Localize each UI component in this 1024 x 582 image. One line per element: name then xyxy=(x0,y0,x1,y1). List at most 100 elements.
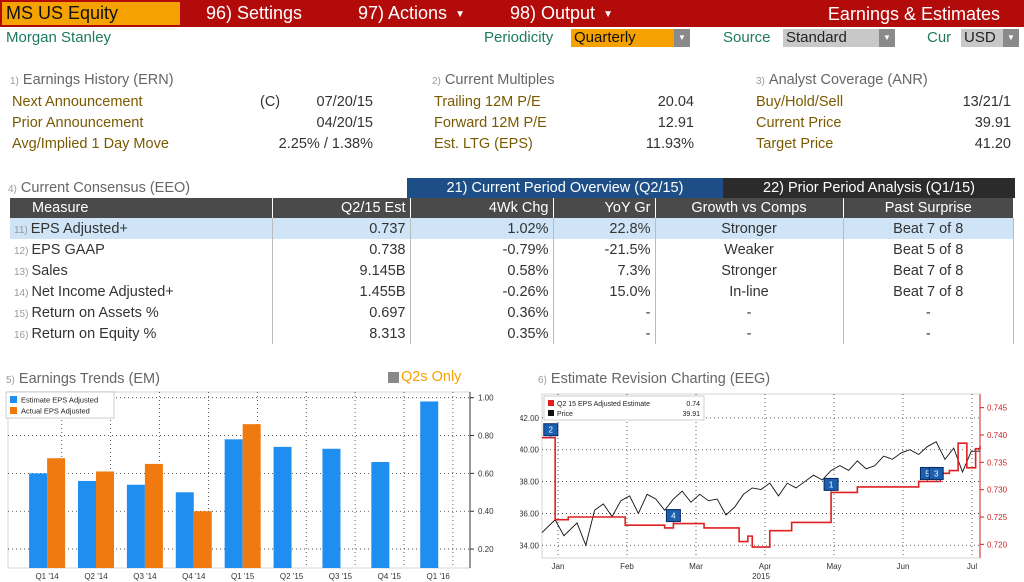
yoy-cell: 22.8% xyxy=(553,218,656,239)
table-row[interactable]: 12) EPS GAAP 0.738 -0.79% -21.5% Weaker Beat 5… xyxy=(10,239,1014,260)
right-tick-label: 0.730 xyxy=(987,486,1008,495)
bar xyxy=(273,446,292,568)
settings-menu[interactable]: 96) Settings xyxy=(206,0,302,27)
estimate-line xyxy=(542,436,981,548)
col-header[interactable]: Past Surprise xyxy=(843,198,1014,218)
col-header[interactable]: Q2/15 Est xyxy=(272,198,411,218)
section-title: Estimate Revision Charting (EEG) xyxy=(550,371,771,387)
analyst-coverage-header[interactable]: 3) Analyst Coverage (ANR) xyxy=(756,72,928,88)
source-label: Source xyxy=(723,29,771,46)
measure-cell: 11) EPS Adjusted+ xyxy=(10,218,273,239)
chevron-down-icon[interactable]: ▼ xyxy=(674,29,690,47)
marker-label: 2 xyxy=(549,426,554,435)
chevron-down-icon[interactable]: ▼ xyxy=(879,29,895,47)
consensus-header[interactable]: 4) Current Consensus (EEO) xyxy=(8,180,190,196)
right-tick-label: 0.745 xyxy=(987,404,1008,413)
eh-label: Next Announcement xyxy=(12,94,143,110)
chevron-down-icon[interactable]: ▼ xyxy=(1003,29,1019,47)
eh-value: 07/20/15 xyxy=(316,94,373,110)
output-menu[interactable]: 98) Output ▼ xyxy=(510,0,613,27)
section-number: 4) xyxy=(8,184,17,195)
actions-menu[interactable]: 97) Actions ▼ xyxy=(358,0,465,27)
q2s-only-toggle[interactable]: Q2s Only xyxy=(401,369,462,385)
tab-prior-period[interactable]: 22) Prior Period Analysis (Q1/15) xyxy=(723,178,1015,198)
legend-swatch xyxy=(548,410,554,416)
ac-value: 13/21/1 xyxy=(962,94,1011,110)
section-title: Earnings Trends (EM) xyxy=(18,371,160,387)
col-header[interactable]: Measure xyxy=(10,198,273,218)
legend-swatch xyxy=(548,400,554,406)
surprise-cell: Beat 7 of 8 xyxy=(843,281,1014,302)
row-number: 11) xyxy=(14,224,28,236)
chevron-down-icon: ▼ xyxy=(603,8,613,20)
table-row[interactable]: 11) EPS Adjusted+ 0.737 1.02% 22.8% Stronger B… xyxy=(10,218,1014,239)
x-tick-label: Q4 '14 xyxy=(182,572,206,581)
earnings-trends-header[interactable]: 5) Earnings Trends (EM) xyxy=(6,371,160,387)
tab-current-period[interactable]: 21) Current Period Overview (Q2/15) xyxy=(407,178,723,198)
yoy-cell: -21.5% xyxy=(553,239,656,260)
ac-label: Current Price xyxy=(756,115,842,131)
price-line xyxy=(541,441,981,547)
change-cell: 1.02% xyxy=(410,218,554,239)
growth-cell: Stronger xyxy=(655,218,844,239)
estimate-revision-header[interactable]: 6) Estimate Revision Charting (EEG) xyxy=(538,371,770,387)
ticker-field[interactable]: MS US Equity xyxy=(2,2,180,25)
growth-cell: - xyxy=(655,302,844,323)
estimate-revision-chart: 34.00 36.00 38.00 40.00 42.00 0.720 0.725 0.730… xyxy=(520,393,1008,581)
bar xyxy=(126,484,145,568)
legend-label: Q2 15 EPS Adjusted Estimate xyxy=(557,401,650,408)
marker-label: 3 xyxy=(934,469,939,478)
yoy-cell: - xyxy=(553,323,656,344)
row-number: 14) xyxy=(14,287,29,299)
table-row[interactable]: 15) Return on Assets % 0.697 0.36% - - - xyxy=(10,302,1014,323)
measure-cell: 12) EPS GAAP xyxy=(10,239,273,260)
surprise-cell: Beat 7 of 8 xyxy=(843,218,1014,239)
y-tick-label: 1.00 xyxy=(478,394,494,403)
currency-select[interactable]: USD xyxy=(961,29,1003,47)
bar xyxy=(242,424,261,568)
table-row[interactable]: 13) Sales 9.145B 0.58% 7.3% Stronger Beat 7 of… xyxy=(10,260,1014,281)
legend-value: 39.91 xyxy=(682,411,700,418)
table-row[interactable]: 16) Return on Equity % 8.313 0.35% - - - xyxy=(10,323,1014,344)
section-title: Current Consensus (EEO) xyxy=(20,180,191,196)
bar xyxy=(78,480,96,568)
bar xyxy=(29,473,48,568)
growth-cell: Stronger xyxy=(655,260,844,281)
x-tick-label: May xyxy=(826,562,841,571)
col-header[interactable]: 4Wk Chg xyxy=(410,198,554,218)
bar xyxy=(371,462,390,568)
growth-cell: Weaker xyxy=(655,239,844,260)
x-tick-label: Apr xyxy=(759,562,772,571)
periodicity-select[interactable]: Quarterly xyxy=(571,29,674,47)
earnings-trends-chart: 0.20 0.40 0.60 0.80 1.00 Q1 '14 Q2 '14 Q3 '14 Q4… xyxy=(5,391,494,581)
legend-label: Estimate EPS Adjusted xyxy=(21,396,98,405)
bar xyxy=(47,458,66,568)
left-tick-label: 36.00 xyxy=(520,509,540,518)
col-header[interactable]: YoY Gr xyxy=(553,198,656,218)
measure-name: Sales xyxy=(31,262,68,279)
x-tick-label: Feb xyxy=(620,562,634,571)
current-multiples-header[interactable]: 2) Current Multiples xyxy=(432,72,555,88)
legend-value: 0.74 xyxy=(686,401,700,408)
cm-label: Forward 12M P/E xyxy=(434,115,547,131)
measure-name: Return on Equity % xyxy=(31,325,157,342)
col-header[interactable]: Growth vs Comps xyxy=(655,198,844,218)
checkbox-icon[interactable] xyxy=(388,372,399,383)
bar xyxy=(322,448,341,568)
estimate-cell: 0.697 xyxy=(272,302,411,323)
cm-value: 11.93% xyxy=(645,136,694,152)
x-tick-label: Q2 '15 xyxy=(280,572,304,581)
left-tick-label: 38.00 xyxy=(520,478,540,487)
earnings-history-header[interactable]: 1) Earnings History (ERN) xyxy=(10,72,174,88)
yoy-cell: 7.3% xyxy=(553,260,656,281)
change-cell: 0.58% xyxy=(410,260,554,281)
right-tick-label: 0.725 xyxy=(987,513,1008,522)
row-number: 16) xyxy=(14,329,29,341)
table-row[interactable]: 14) Net Income Adjusted+ 1.455B -0.26% 15.0%… xyxy=(10,281,1014,302)
legend-label: Price xyxy=(557,411,573,418)
x-tick-label: Jan xyxy=(552,562,565,571)
source-select[interactable]: Standard xyxy=(783,29,879,47)
section-title: Analyst Coverage (ANR) xyxy=(768,72,928,88)
revision-marker xyxy=(543,423,559,437)
estimate-cell: 9.145B xyxy=(272,260,411,281)
